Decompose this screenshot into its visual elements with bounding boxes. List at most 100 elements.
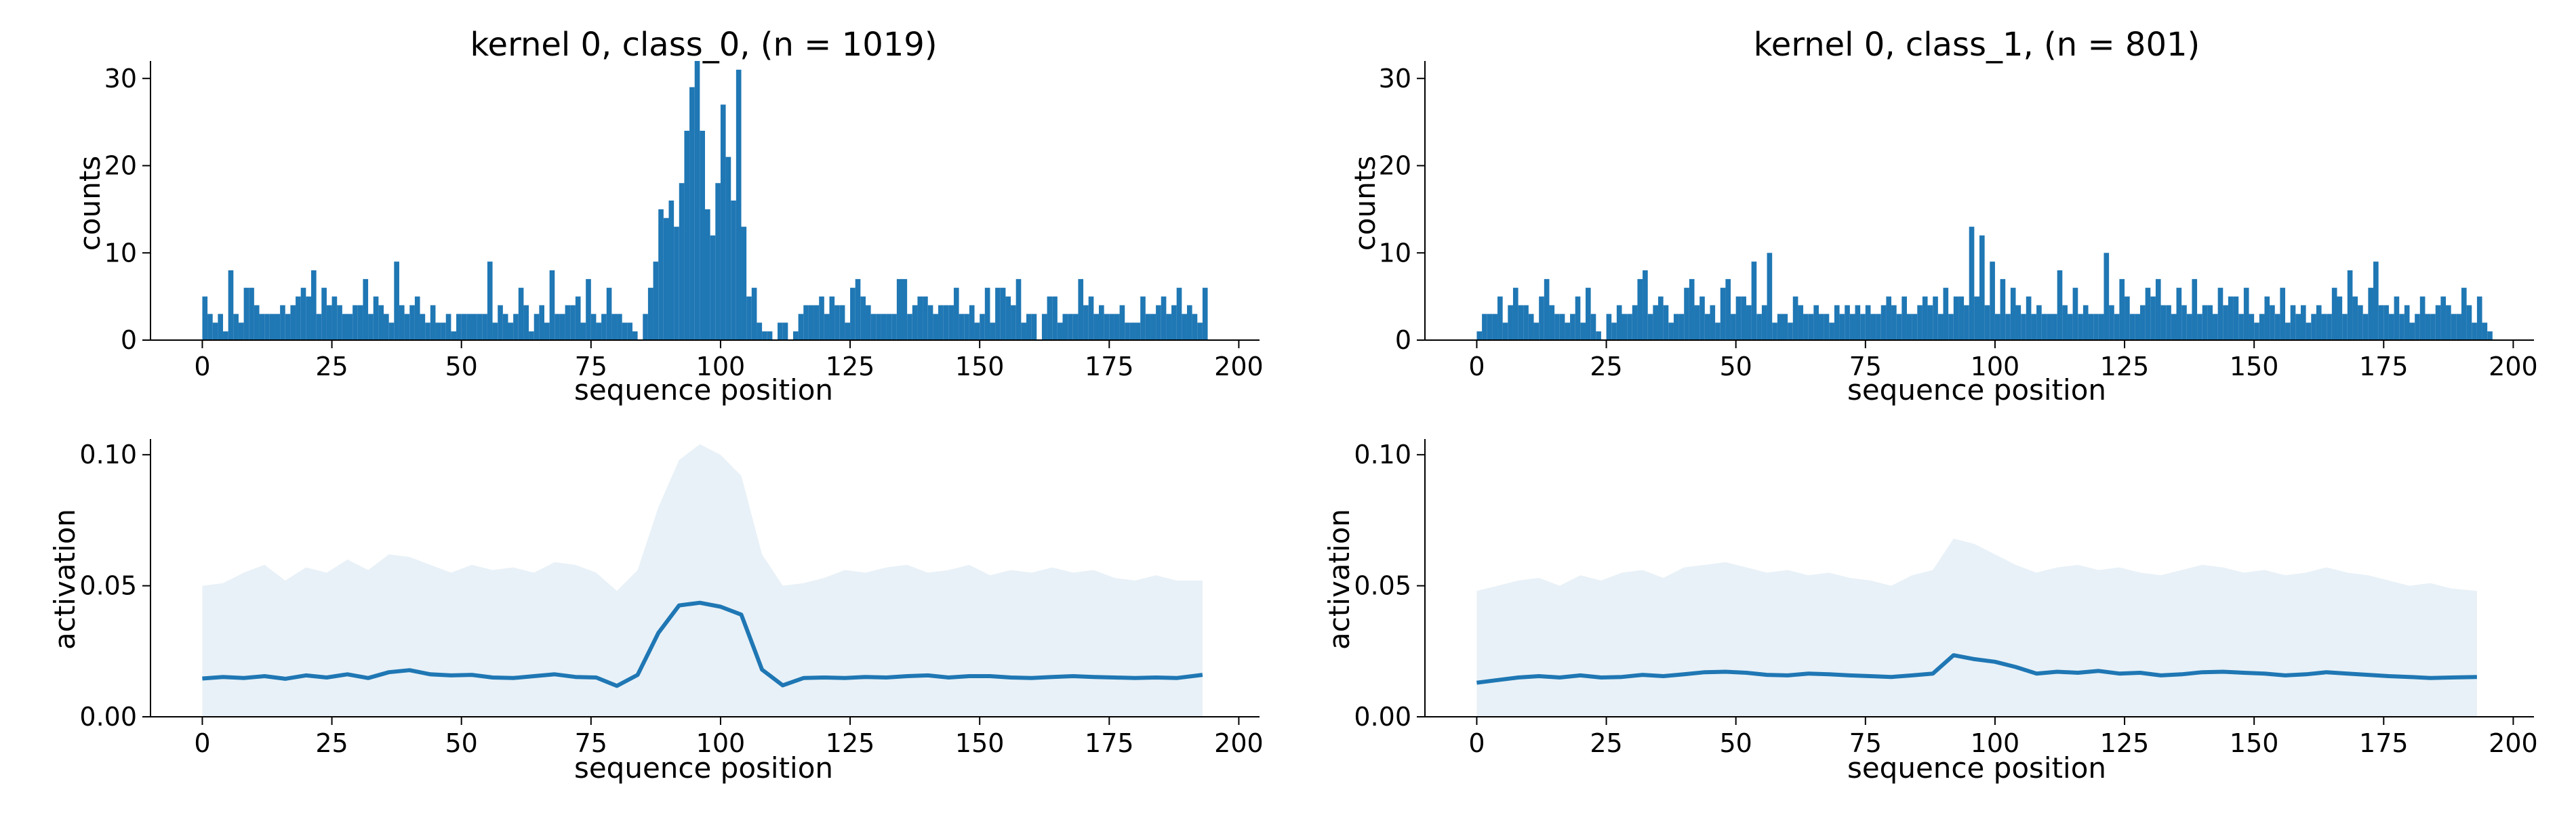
- histogram-bar: [860, 296, 866, 341]
- histogram-bar: [1746, 305, 1752, 340]
- histogram-bar: [819, 296, 824, 341]
- x-tick-label: 175: [2359, 728, 2409, 758]
- histogram-bar: [1751, 262, 1757, 341]
- histogram-bar: [310, 270, 317, 340]
- histogram-bar: [2270, 305, 2275, 340]
- x-tick-label: 150: [955, 728, 1005, 758]
- histogram-bar: [2430, 314, 2436, 341]
- histogram-bar: [674, 226, 679, 341]
- histogram-bar: [995, 287, 1001, 340]
- histogram-bar: [2155, 278, 2161, 341]
- histogram-bar: [300, 287, 306, 340]
- activation-band: [1476, 539, 2477, 717]
- histogram-bar: [316, 314, 322, 341]
- histogram-bar: [881, 314, 887, 341]
- histogram-bar: [1492, 314, 1498, 341]
- histogram-bar: [368, 314, 374, 341]
- histogram-bar: [420, 314, 426, 341]
- histogram-bar: [2373, 262, 2379, 341]
- histogram-bar: [2207, 305, 2213, 340]
- histogram-bar: [1876, 314, 1881, 341]
- histogram-bar: [1570, 314, 1575, 341]
- histogram-bar: [1114, 314, 1120, 341]
- histogram-bar: [2223, 305, 2228, 340]
- histogram-bar: [1694, 305, 1700, 340]
- y-tick-label: 30: [1379, 64, 1411, 93]
- histogram-bar: [611, 314, 618, 341]
- histogram-bar: [2358, 305, 2363, 340]
- histogram-bar: [2000, 278, 2006, 341]
- x-tick-label: 75: [1849, 352, 1882, 381]
- histogram-bar: [1197, 322, 1203, 340]
- histogram-bar: [933, 314, 939, 341]
- histogram-bar: [1523, 305, 1529, 340]
- histogram-bar: [1021, 322, 1026, 340]
- histogram-bar: [689, 87, 695, 341]
- histogram-bar: [1870, 314, 1876, 341]
- y-tick-label: 30: [104, 64, 137, 93]
- histogram-bar: [1554, 314, 1560, 341]
- x-tick-label: 200: [2489, 352, 2538, 381]
- histogram-bar: [596, 322, 602, 340]
- x-tick-label: 25: [1590, 728, 1622, 758]
- histogram-bar: [331, 296, 338, 341]
- histogram-bar: [1606, 314, 1612, 341]
- histogram-bar: [2280, 287, 2286, 340]
- histogram-bar: [1186, 305, 1192, 340]
- y-tick-label: 0.10: [1354, 440, 1411, 470]
- activation-panel-class-1: sequence position activation 0 25 50 75 100 1…: [1323, 439, 2538, 785]
- histogram-bar: [466, 314, 472, 341]
- panel-title: kernel 0, class_0, (n = 1019): [470, 26, 937, 64]
- x-tick-label: 175: [2359, 352, 2409, 381]
- histogram-bar: [1958, 296, 1965, 341]
- histogram-bar: [907, 314, 912, 341]
- histogram-bar: [1767, 253, 1773, 340]
- histogram-bar: [2306, 322, 2312, 340]
- histogram-bar: [1731, 314, 1736, 341]
- histogram-bar: [1135, 322, 1141, 340]
- histogram-bar: [482, 314, 487, 341]
- histogram-bar: [555, 314, 560, 341]
- x-tick-label: 50: [1720, 728, 1752, 758]
- histogram-bar: [865, 305, 871, 340]
- histogram-bar: [1803, 314, 1809, 341]
- histogram-bar: [534, 314, 540, 341]
- histogram-bar: [1533, 322, 1539, 340]
- histogram-bar: [2202, 305, 2208, 340]
- histogram-bar: [2015, 305, 2021, 340]
- histogram-bar: [2109, 305, 2114, 340]
- mean-activation-line: [1476, 653, 2477, 685]
- histogram-bar: [508, 322, 514, 340]
- y-axis-label: activation: [1323, 509, 1356, 650]
- histogram-bar: [321, 287, 327, 340]
- histogram-bar: [2192, 278, 2198, 341]
- histogram-bar: [2383, 305, 2389, 340]
- histogram-bar: [1580, 322, 1586, 340]
- histogram-bar: [658, 209, 664, 341]
- y-axis-label: activation: [48, 509, 81, 650]
- histogram-bar: [601, 314, 607, 341]
- histogram-bar: [1508, 305, 1513, 340]
- histogram-bar: [1906, 314, 1912, 341]
- histogram-bar: [590, 314, 597, 341]
- histogram-bar: [2129, 314, 2135, 341]
- x-tick-label: 100: [1971, 728, 2020, 758]
- histogram-bar: [2399, 314, 2404, 341]
- histogram-bar: [1860, 314, 1866, 341]
- histogram-bar: [290, 305, 296, 340]
- histogram-bar: [1969, 226, 1975, 341]
- histogram-bar: [1171, 305, 1177, 340]
- histogram-bar: [1125, 322, 1130, 340]
- histogram-bar: [959, 314, 965, 341]
- histogram-bar: [2476, 296, 2482, 341]
- histogram-bar: [539, 305, 544, 340]
- histogram-bar: [1953, 296, 1959, 341]
- histogram-bar: [353, 305, 358, 340]
- histogram-bar: [296, 296, 301, 341]
- histogram-bar: [2005, 314, 2011, 341]
- histogram-bar: [1057, 322, 1063, 340]
- histogram-bar: [378, 305, 384, 340]
- histogram-bar: [767, 331, 773, 341]
- histogram-bar: [1011, 305, 1016, 340]
- histogram-bar: [2440, 296, 2447, 341]
